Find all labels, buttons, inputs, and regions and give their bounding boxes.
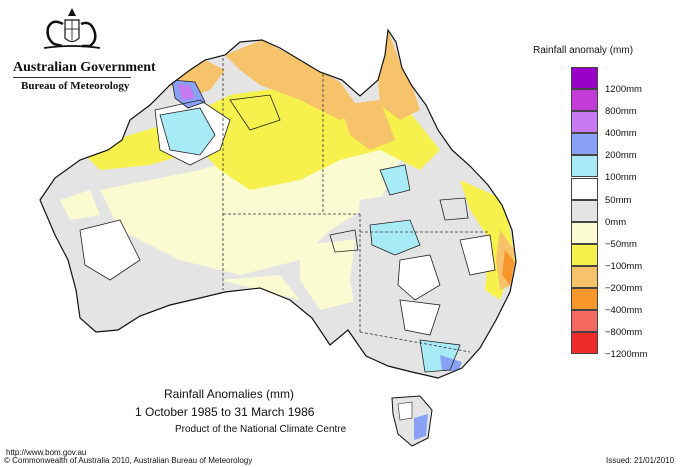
legend-label: 400mm xyxy=(605,128,637,140)
legend-swatch xyxy=(571,288,598,310)
state-borders xyxy=(222,58,488,353)
legend-label: 800mm xyxy=(605,106,637,118)
coat-of-arms-icon xyxy=(43,8,101,49)
legend-label: −1200mm xyxy=(605,349,648,361)
legend-label: −400mm xyxy=(605,305,643,316)
legend-swatch xyxy=(571,243,598,266)
australia-mainland xyxy=(39,28,517,379)
legend-label: 1200mm xyxy=(605,84,642,95)
government-title: Australian Government xyxy=(13,60,156,75)
legend-swatch xyxy=(571,265,598,288)
legend-swatch xyxy=(571,155,598,178)
legend-label: −800mm xyxy=(605,327,643,339)
map-credit: Product of the National Climate Centre xyxy=(175,424,347,435)
zone-minus-200 xyxy=(225,40,360,120)
legend-swatch xyxy=(571,177,598,200)
legend-title: Rainfall anomaly (mm) xyxy=(533,45,634,56)
bom-url-link[interactable]: http://www.bom.gov.au xyxy=(6,448,87,457)
copyright-text: © Commonwealth of Australia 2010, Austra… xyxy=(4,456,253,465)
issued-date: Issued: 21/01/2010 xyxy=(606,456,675,465)
zone-plus-100 xyxy=(160,108,215,155)
legend-label: 100mm xyxy=(605,172,637,184)
bureau-title: Bureau of Meteorology xyxy=(21,80,130,92)
legend-swatch xyxy=(571,332,598,355)
map-title: Rainfall Anomalies (mm) xyxy=(164,387,295,401)
legend-swatch xyxy=(571,89,598,112)
legend-label: −100mm xyxy=(605,260,643,272)
legend-swatch xyxy=(571,67,598,89)
legend-label: 200mm xyxy=(605,150,637,162)
legend-label: −200mm xyxy=(605,282,643,294)
legend-label: 50mm xyxy=(605,194,632,206)
legend-swatch xyxy=(571,111,598,134)
tasmania xyxy=(391,395,433,447)
zone-minus-400 xyxy=(502,250,515,285)
legend-swatch xyxy=(571,221,598,244)
legend-label: −50mm xyxy=(605,238,637,250)
map-period: 1 October 1985 to 31 March 1986 xyxy=(135,405,315,419)
legend-swatch xyxy=(571,310,598,333)
header-divider xyxy=(13,77,131,78)
legend-swatch xyxy=(571,199,598,222)
legend-label: 0mm xyxy=(605,216,627,228)
legend-swatch xyxy=(571,133,598,156)
